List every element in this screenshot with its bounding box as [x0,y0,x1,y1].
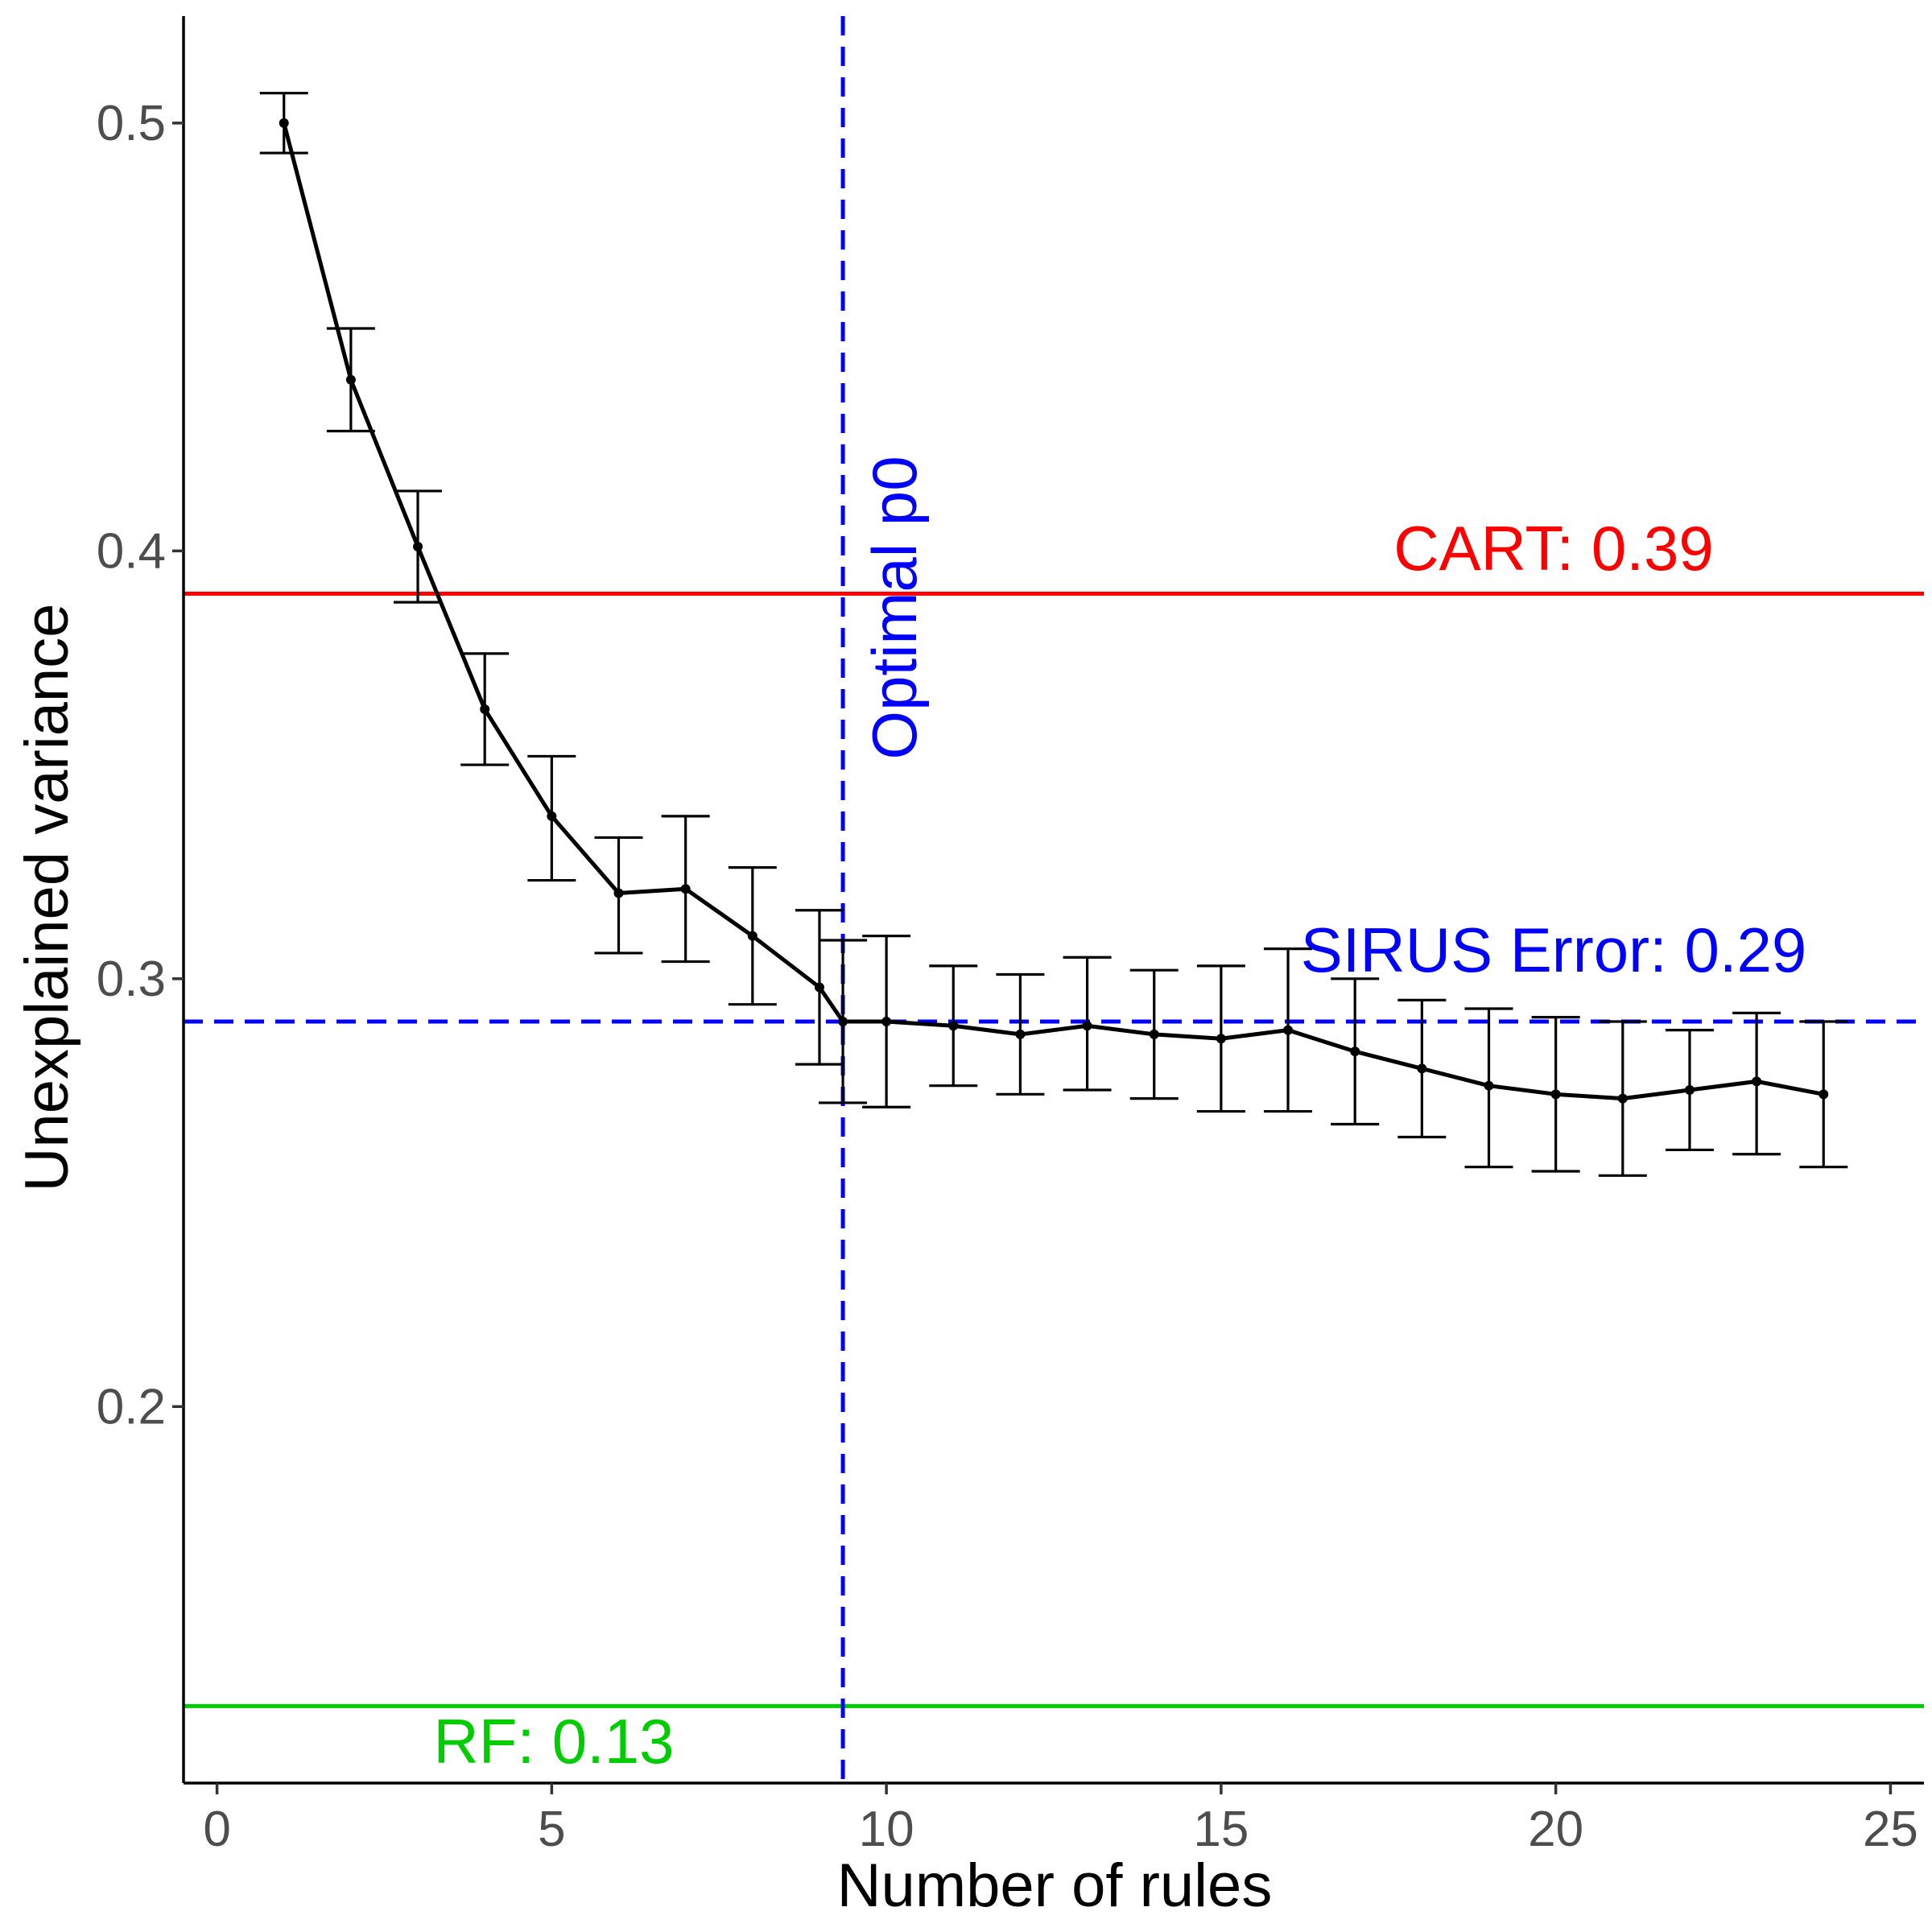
data-point [680,884,691,894]
data-point [1752,1076,1762,1087]
x-tick-label: 15 [1193,1802,1249,1857]
data-point [1082,1021,1092,1031]
data-point [1617,1093,1628,1104]
data-point [881,1016,892,1026]
data-point [345,374,356,385]
data-point [1216,1034,1226,1044]
data-point [1417,1063,1427,1074]
data-point [948,1021,959,1031]
data-point [1350,1046,1360,1057]
data-point [1283,1025,1294,1035]
sirus-error-label: SIRUS Error: 0.29 [1301,914,1807,985]
y-tick-label: 0.5 [97,96,166,151]
rf-label: RF: 0.13 [433,1706,674,1777]
x-axis-title: Number of rules [837,1852,1273,1920]
data-point [814,982,824,993]
x-tick-label: 0 [203,1802,230,1857]
data-point [1484,1080,1494,1091]
y-axis-title: Unexplained variance [13,604,81,1192]
x-tick-label: 5 [538,1802,565,1857]
data-point [547,811,557,821]
cart-label: CART: 0.39 [1393,513,1713,584]
data-point [747,931,758,941]
data-point [1550,1089,1561,1100]
data-point [838,1016,848,1026]
data-point [1818,1089,1829,1100]
data-point [1149,1029,1159,1039]
x-tick-label: 20 [1528,1802,1583,1857]
x-tick-label: 10 [859,1802,914,1857]
data-point [1015,1029,1026,1039]
data-point [279,118,289,128]
y-tick-label: 0.3 [97,952,166,1007]
data-point [480,704,490,714]
x-tick-label: 25 [1863,1802,1918,1857]
y-tick-label: 0.2 [97,1379,166,1435]
optimal-p0-label: Optimal p0 [859,456,930,759]
data-point [1684,1085,1695,1096]
data-point [613,888,624,898]
y-tick-label: 0.4 [97,523,166,579]
data-point [413,542,423,552]
